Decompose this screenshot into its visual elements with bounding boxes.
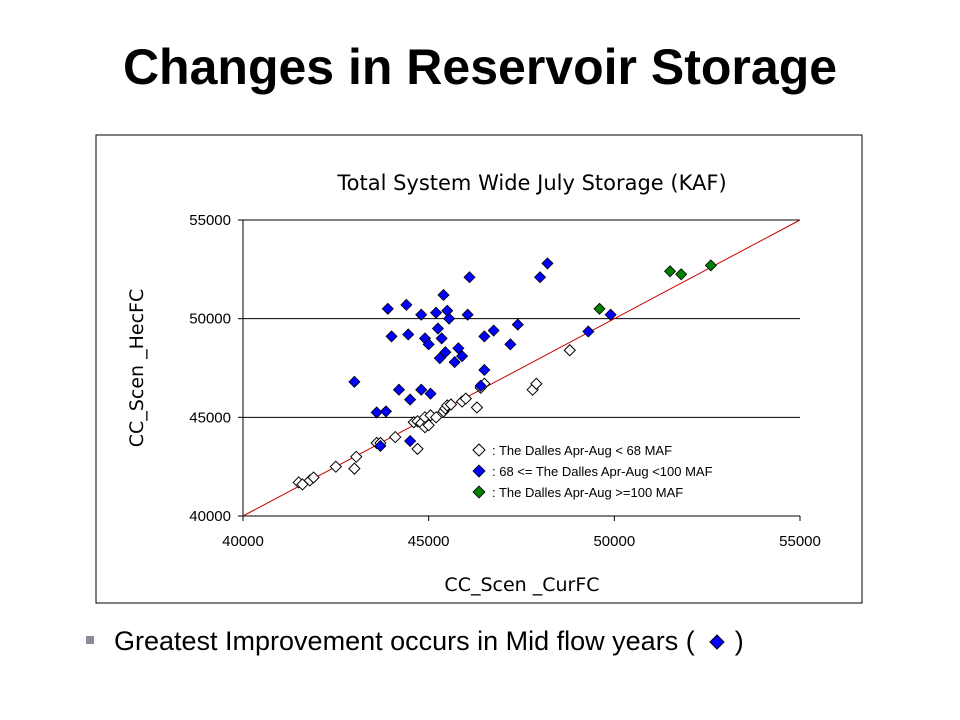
x-tick-label: 45000 (408, 533, 450, 550)
diamond-point (379, 405, 393, 418)
diamond-point (374, 439, 387, 453)
diamond-point (474, 379, 487, 392)
diamond-point (392, 383, 406, 396)
diamond-point (430, 306, 443, 319)
y-tick-label: 50000 (189, 311, 231, 328)
hollow-diamond-point (470, 401, 484, 414)
diamond-point (452, 342, 465, 355)
hollow-diamond-point (389, 430, 402, 444)
y-tick-label: 40000 (189, 508, 231, 525)
bullet-text: Greatest Improvement occurs in Mid flow … (114, 625, 695, 656)
hollow-diamond-point (429, 411, 443, 424)
y-tick-label: 55000 (189, 212, 231, 229)
legend-label: : The Dalles Apr-Aug >=100 MAF (492, 485, 683, 500)
hollow-diamond-point (563, 344, 576, 357)
diamond-point (504, 338, 517, 351)
hollow-diamond-point (422, 419, 435, 432)
diamond-point (431, 322, 445, 335)
diamond-point (348, 375, 361, 388)
hollow-diamond-point (459, 392, 473, 405)
diamond-point (370, 406, 383, 419)
diamond-point (582, 325, 595, 338)
hollow-diamond-point (444, 398, 458, 411)
diamond-point (461, 308, 474, 321)
diamond-point (424, 387, 437, 400)
diamond-point (456, 350, 469, 363)
diamond-point (448, 356, 461, 369)
x-axis-label: CC_Scen _CurFC (444, 574, 599, 596)
diamond-point (604, 308, 617, 321)
diamond-point (675, 268, 688, 281)
diamond-point (435, 332, 448, 345)
diamond-point (415, 383, 428, 396)
diamond-point (437, 288, 450, 302)
diamond-point (541, 257, 554, 270)
y-axis-label: CC_Scen _HecFC (126, 289, 148, 447)
diamond-point (439, 346, 452, 359)
diamond-point (704, 259, 717, 272)
diamond-point (443, 312, 456, 325)
slide-title: Changes in Reservoir Storage (122, 39, 838, 95)
diamond-point (402, 328, 415, 341)
hollow-diamond-point (350, 450, 363, 464)
hollow-diamond-point (530, 377, 543, 390)
diamond-point (404, 393, 417, 406)
hollow-diamond-point (329, 460, 343, 473)
diamond-point (404, 434, 417, 448)
bullet-square-icon (86, 636, 94, 644)
blue-diamond-icon (708, 626, 725, 657)
legend-label: : The Dalles Apr-Aug < 68 MAF (492, 443, 672, 458)
legend-marker (472, 443, 486, 457)
diamond-point (478, 330, 491, 343)
diamond-point (511, 318, 524, 331)
legend-marker (472, 464, 486, 478)
hollow-diamond-point (348, 462, 361, 475)
diamond-point (663, 265, 677, 278)
y-tick-label: 45000 (189, 409, 231, 426)
legend-marker (472, 485, 486, 499)
chart-title: Total System Wide July Storage (KAF) (336, 171, 726, 195)
x-tick-label: 55000 (779, 533, 821, 550)
bullet-item: Greatest Improvement occurs in Mid flow … (86, 623, 906, 659)
legend-label: : 68 <= The Dalles Apr-Aug <100 MAF (492, 464, 713, 479)
diamond-point (593, 302, 606, 315)
diamond-point (385, 330, 398, 343)
diamond-point (463, 271, 476, 284)
hollow-diamond-point (411, 442, 424, 456)
diamond-point (400, 298, 413, 311)
diamond-point (534, 271, 547, 284)
diamond-point (422, 338, 435, 351)
diamond-point (487, 324, 500, 337)
x-tick-label: 50000 (593, 533, 635, 550)
hollow-diamond-point (307, 471, 320, 484)
x-tick-label: 40000 (222, 533, 264, 550)
diamond-point (381, 302, 394, 315)
diamond-point (478, 363, 491, 377)
diamond-point (415, 308, 428, 321)
chart-frame (95, 134, 863, 604)
bullet-close-paren: ) (734, 625, 744, 656)
